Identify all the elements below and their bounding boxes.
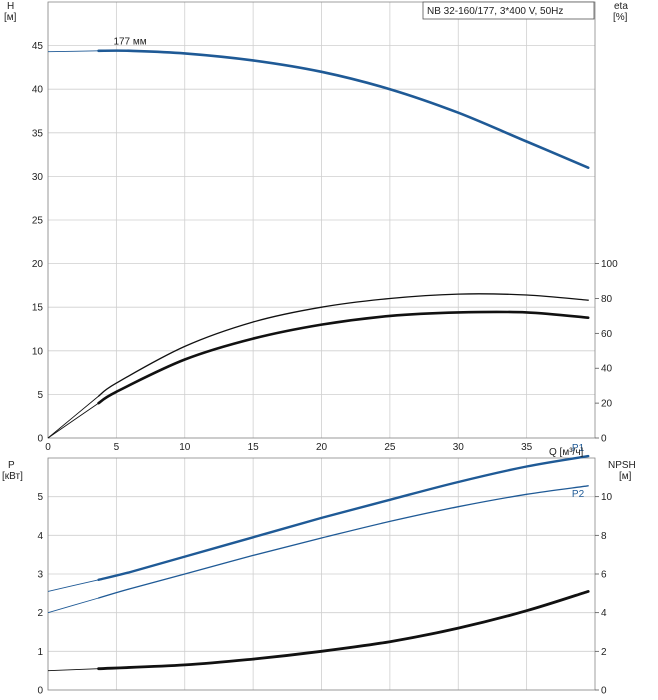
y2-tick-label: 4: [601, 608, 607, 619]
bottom-series-2-extension: [47, 668, 99, 672]
y2-tick-label: 60: [601, 329, 613, 340]
bottom-series-2-line: [97, 590, 590, 671]
y-axis-label-bottom-line1: P: [8, 460, 15, 471]
y-tick-label: 2: [37, 608, 43, 619]
y-axis-label-bottom-line2: [кВт]: [2, 471, 23, 482]
x-tick-label: 10: [179, 442, 191, 453]
x-tick-label: 35: [521, 442, 533, 453]
y2-tick-label: 100: [601, 259, 618, 270]
y2-tick-label: 6: [601, 570, 607, 581]
y-tick-label: 1: [37, 647, 43, 658]
bottom-series-1-line: [97, 485, 589, 599]
y-tick-label: 5: [37, 390, 43, 401]
chart-title-box: [422, 1, 595, 20]
chart-title: NB 32-160/177, 3*400 V, 50Hz: [427, 6, 563, 17]
y2-tick-label: 0: [601, 434, 607, 445]
y-tick-label: 35: [32, 128, 44, 139]
y-tick-label: 0: [37, 434, 43, 445]
x-axis-label: Q [м³/ч]: [549, 447, 584, 458]
y-tick-label: 20: [32, 259, 44, 270]
x-tick-label: 0: [45, 442, 51, 453]
y2-tick-label: 10: [601, 492, 613, 503]
y2-axis-label-bottom-line1: NPSH: [608, 460, 636, 471]
y-axis-label-top-line1: H: [7, 1, 14, 12]
y-tick-label: 45: [32, 41, 44, 52]
top-plot-grid: [47, 2, 595, 439]
top-series-2-line: [97, 310, 590, 405]
impeller-diameter-label: 177 мм: [113, 36, 146, 47]
y-tick-label: 4: [37, 531, 43, 542]
y2-tick-label: 8: [601, 531, 607, 542]
y2-tick-label: 40: [601, 364, 613, 375]
top-series-0-line: [97, 49, 590, 169]
top-series-2-extension: [47, 402, 99, 439]
y-tick-label: 5: [37, 492, 43, 503]
x-tick-label: 25: [384, 442, 396, 453]
y2-tick-label: 20: [601, 399, 613, 410]
y2-axis-label-top: eta [%]: [613, 1, 631, 23]
bottom-series-0-extension: [47, 579, 99, 592]
y-axis-label-top-line2: [м]: [4, 12, 17, 23]
series-label-p2: P2: [572, 489, 585, 500]
y2-axis-label-top-line1: eta: [614, 1, 628, 12]
x-tick-label: 30: [453, 442, 465, 453]
y-axis-label-bottom: P [кВт]: [2, 460, 23, 482]
y-tick-label: 15: [32, 303, 44, 314]
bottom-plot-grid: [47, 458, 595, 691]
x-tick-label: 20: [316, 442, 328, 453]
y-tick-label: 10: [32, 346, 44, 357]
annotations: 177 мм: [113, 36, 146, 47]
y-axis-label-top: H [м]: [4, 1, 17, 23]
y-tick-label: 25: [32, 216, 44, 227]
top-series-1-extension: [47, 395, 99, 439]
y-tick-label: 0: [37, 686, 43, 697]
bottom-series-1-extension: [47, 597, 99, 614]
y-tick-label: 40: [32, 85, 44, 96]
x-tick-label: 15: [248, 442, 260, 453]
top-series-0-extension: [47, 50, 99, 53]
y-tick-label: 3: [37, 570, 43, 581]
top-plot-frame: [47, 1, 596, 439]
bottom-series-0-line: [97, 454, 590, 581]
x-tick-label: 5: [114, 442, 120, 453]
y2-tick-label: 0: [601, 686, 607, 697]
series-label-p1: P1: [572, 443, 585, 454]
y2-axis-label-top-line2: [%]: [613, 12, 628, 23]
top-series-1-line: [97, 293, 589, 397]
y2-tick-label: 2: [601, 647, 607, 658]
y-tick-label: 30: [32, 172, 44, 183]
y2-axis-label-bottom: NPSH [м]: [608, 460, 639, 482]
series-lines: P1 P2: [47, 49, 590, 672]
y2-axis-label-bottom-line2: [м]: [619, 471, 632, 482]
tick-labels: 0 5 10 15 20 25 30 3505101520253035404502040608…: [32, 41, 618, 696]
y2-tick-label: 80: [601, 294, 613, 305]
